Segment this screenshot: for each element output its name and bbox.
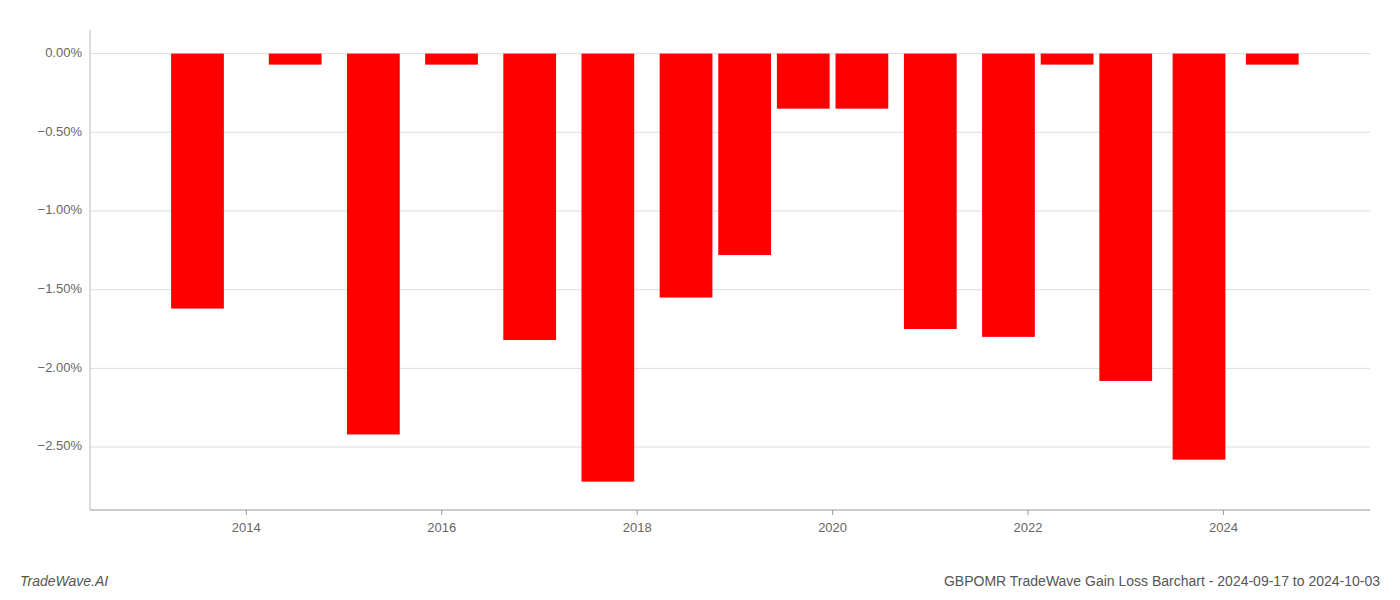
- x-axis-line: [90, 510, 1370, 511]
- bar: [581, 54, 634, 482]
- chart: 0.00% −0.50% −1.00% −1.50% −2.00% −2.50% 2014 2…: [0, 0, 1400, 600]
- y-tick-label: 0.00%: [45, 45, 82, 60]
- y-tick-label: −0.50%: [38, 124, 83, 139]
- y-axis-line: [90, 30, 91, 510]
- bar: [1041, 54, 1094, 65]
- bar: [1099, 54, 1152, 381]
- watermark: TradeWave.AI: [20, 573, 108, 589]
- title: GBPOMR TradeWave Gain Loss Barchart - 20…: [944, 573, 1380, 589]
- chart-container: 0.00% −0.50% −1.00% −1.50% −2.00% −2.50% 2014 2…: [0, 0, 1400, 600]
- x-tick-label: 2022: [1014, 520, 1043, 535]
- x-tick: [1223, 510, 1224, 515]
- x-tick-label: 2020: [818, 520, 847, 535]
- bars: [171, 54, 1299, 482]
- x-tick: [246, 510, 247, 515]
- y-tick-label: −2.00%: [38, 360, 83, 375]
- y-tick-label: −1.00%: [38, 202, 83, 217]
- bar: [347, 54, 400, 435]
- x-tick-label: 2018: [623, 520, 652, 535]
- x-tick: [637, 510, 638, 515]
- bar: [718, 54, 771, 255]
- x-tick: [832, 510, 833, 515]
- bar: [503, 54, 556, 340]
- x-tick-label: 2014: [232, 520, 261, 535]
- x-tick-label: 2016: [427, 520, 456, 535]
- bar: [1246, 54, 1299, 65]
- y-tick-label: −2.50%: [38, 438, 83, 453]
- bar: [836, 54, 889, 109]
- y-tick-label: −1.50%: [38, 281, 83, 296]
- bar: [171, 54, 224, 309]
- bar: [777, 54, 830, 109]
- bar: [660, 54, 713, 298]
- bar: [982, 54, 1035, 337]
- bar: [1173, 54, 1226, 460]
- bar: [269, 54, 322, 65]
- bar: [904, 54, 957, 329]
- bar: [425, 54, 478, 65]
- x-tick-label: 2024: [1209, 520, 1238, 535]
- axes: 0.00% −0.50% −1.00% −1.50% −2.00% −2.50% 2014 2…: [38, 30, 1370, 535]
- x-tick: [441, 510, 442, 515]
- x-tick: [1028, 510, 1029, 515]
